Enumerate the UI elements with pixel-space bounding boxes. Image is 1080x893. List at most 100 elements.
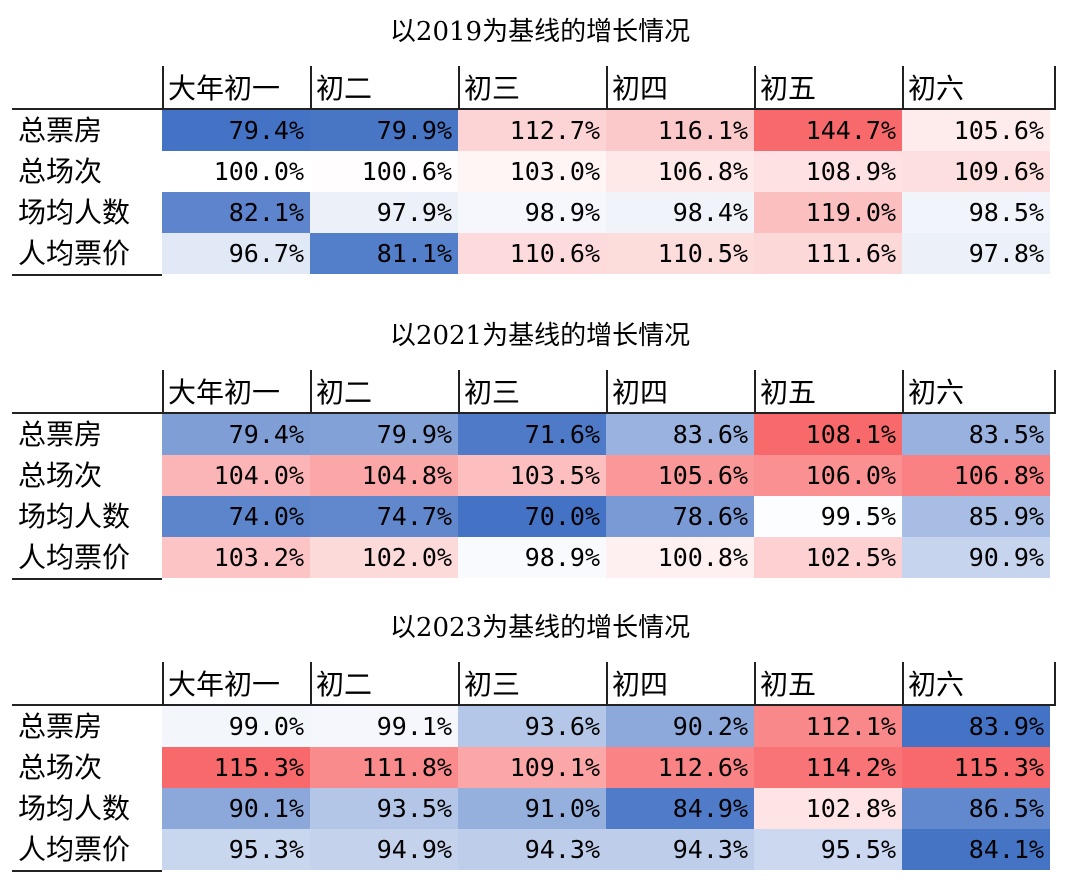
heatmap-cell: 94.3% [606, 829, 754, 870]
column-header: 初三 [458, 662, 606, 704]
heatmap-cell: 103.5% [458, 455, 606, 496]
column-header: 初三 [458, 66, 606, 108]
heatmap-cell: 119.0% [754, 192, 902, 233]
column-header: 初三 [458, 370, 606, 412]
table-title: 以2019为基线的增长情况 [389, 17, 691, 47]
heatmap-cell: 116.1% [606, 110, 754, 151]
header-border-bottom [12, 412, 1056, 414]
heatmap-cell: 98.4% [606, 192, 754, 233]
heatmap-cell: 106.8% [606, 151, 754, 192]
heatmap-cell: 83.5% [902, 414, 1050, 455]
column-header: 初六 [902, 66, 1050, 108]
heatmap-cell: 99.1% [310, 706, 458, 747]
heatmap-cell: 112.7% [458, 110, 606, 151]
column-header-row: 大年初一 初二 初三 初四 初五 初六 [12, 66, 1056, 110]
heatmap-cell: 104.8% [310, 455, 458, 496]
heatmap-cell: 108.1% [754, 414, 902, 455]
table-row: 总票房 79.4% 79.9% 112.7% 116.1% 144.7% 105.6% [12, 110, 1056, 151]
heatmap-cell: 90.1% [162, 788, 310, 829]
heatmap-cell: 79.9% [310, 110, 458, 151]
heatmap-cell: 103.2% [162, 537, 310, 578]
heatmap-cell: 83.9% [902, 706, 1050, 747]
row-label: 总票房 [18, 114, 103, 147]
table-row: 总场次 115.3% 111.8% 109.1% 112.6% 114.2% 115.3% [12, 747, 1056, 788]
heatmap-cell: 144.7% [754, 110, 902, 151]
column-header: 初二 [310, 66, 458, 108]
header-border-right [1054, 370, 1056, 412]
heatmap-cell: 102.8% [754, 788, 902, 829]
heatmap-cell: 97.9% [310, 192, 458, 233]
heatmap-cell: 98.9% [458, 192, 606, 233]
row-label: 总场次 [18, 155, 103, 188]
heatmap-cell: 84.1% [902, 829, 1050, 870]
row-label: 场均人数 [18, 196, 131, 229]
header-border-bottom [12, 108, 1056, 110]
heatmap-cell: 83.6% [606, 414, 754, 455]
heatmap-cell: 74.7% [310, 496, 458, 537]
row-label: 人均票价 [18, 833, 131, 866]
heatmap-cell: 94.9% [310, 829, 458, 870]
heatmap-cell: 109.1% [458, 747, 606, 788]
heatmap-cell: 99.0% [162, 706, 310, 747]
row-label: 总场次 [18, 459, 103, 492]
heatmap-cell: 102.0% [310, 537, 458, 578]
table-title: 以2021为基线的增长情况 [389, 321, 691, 351]
heatmap-cell: 85.9% [902, 496, 1050, 537]
heatmap-cell: 82.1% [162, 192, 310, 233]
heatmap-cell: 91.0% [458, 788, 606, 829]
table-title: 以2023为基线的增长情况 [389, 613, 691, 643]
column-header: 大年初一 [162, 662, 310, 704]
heatmap-cell: 84.9% [606, 788, 754, 829]
column-header: 初二 [310, 662, 458, 704]
row-label: 总场次 [18, 751, 103, 784]
heatmap-cell: 81.1% [310, 233, 458, 274]
column-header: 初五 [754, 662, 902, 704]
heatmap-cell: 112.1% [754, 706, 902, 747]
column-header-row: 大年初一 初二 初三 初四 初五 初六 [12, 370, 1056, 414]
heatmap-cell: 106.0% [754, 455, 902, 496]
table-row: 场均人数 82.1% 97.9% 98.9% 98.4% 119.0% 98.5% [12, 192, 1056, 233]
heatmap-cell: 93.6% [458, 706, 606, 747]
heatmap-cell: 74.0% [162, 496, 310, 537]
heatmap-cell: 105.6% [606, 455, 754, 496]
heatmap-cell: 70.0% [458, 496, 606, 537]
table-row: 总场次 104.0% 104.8% 103.5% 105.6% 106.0% 106.8% [12, 455, 1056, 496]
heatmap-cell: 105.6% [902, 110, 1050, 151]
table-row: 人均票价 96.7% 81.1% 110.6% 110.5% 111.6% 97.8% [12, 233, 1056, 274]
heatmap-cell: 108.9% [754, 151, 902, 192]
table-row: 总票房 79.4% 79.9% 71.6% 83.6% 108.1% 83.5% [12, 414, 1056, 455]
heatmap-cell: 71.6% [458, 414, 606, 455]
heatmap-cell: 97.8% [902, 233, 1050, 274]
heatmap-cell: 100.0% [162, 151, 310, 192]
heatmap-cell: 99.5% [754, 496, 902, 537]
heatmap-cell: 100.8% [606, 537, 754, 578]
column-header: 大年初一 [162, 66, 310, 108]
header-border-right [1054, 662, 1056, 704]
table-row: 人均票价 95.3% 94.9% 94.3% 94.3% 95.5% 84.1% [12, 829, 1056, 870]
heatmap-cell: 104.0% [162, 455, 310, 496]
column-header: 初四 [606, 370, 754, 412]
heatmap-cell: 98.5% [902, 192, 1050, 233]
column-header: 初二 [310, 370, 458, 412]
column-header: 初四 [606, 66, 754, 108]
table-row: 场均人数 90.1% 93.5% 91.0% 84.9% 102.8% 86.5% [12, 788, 1056, 829]
heatmap-cell: 93.5% [310, 788, 458, 829]
heatmap-cell: 112.6% [606, 747, 754, 788]
heatmap-cell: 78.6% [606, 496, 754, 537]
heatmap-cell: 100.6% [310, 151, 458, 192]
heatmap-cell: 115.3% [162, 747, 310, 788]
column-header: 大年初一 [162, 370, 310, 412]
column-header: 初五 [754, 370, 902, 412]
heatmap-cell: 90.9% [902, 537, 1050, 578]
heatmap-cell: 98.9% [458, 537, 606, 578]
heatmap-cell: 114.2% [754, 747, 902, 788]
column-header: 初六 [902, 662, 1050, 704]
row-label: 人均票价 [18, 541, 131, 574]
row-label: 总票房 [18, 418, 103, 451]
heatmap-cell: 102.5% [754, 537, 902, 578]
header-border-bottom [12, 704, 1056, 706]
heatmap-cell: 90.2% [606, 706, 754, 747]
table-bottom-border [12, 578, 162, 580]
heatmap-cell: 86.5% [902, 788, 1050, 829]
row-label: 人均票价 [18, 237, 131, 270]
